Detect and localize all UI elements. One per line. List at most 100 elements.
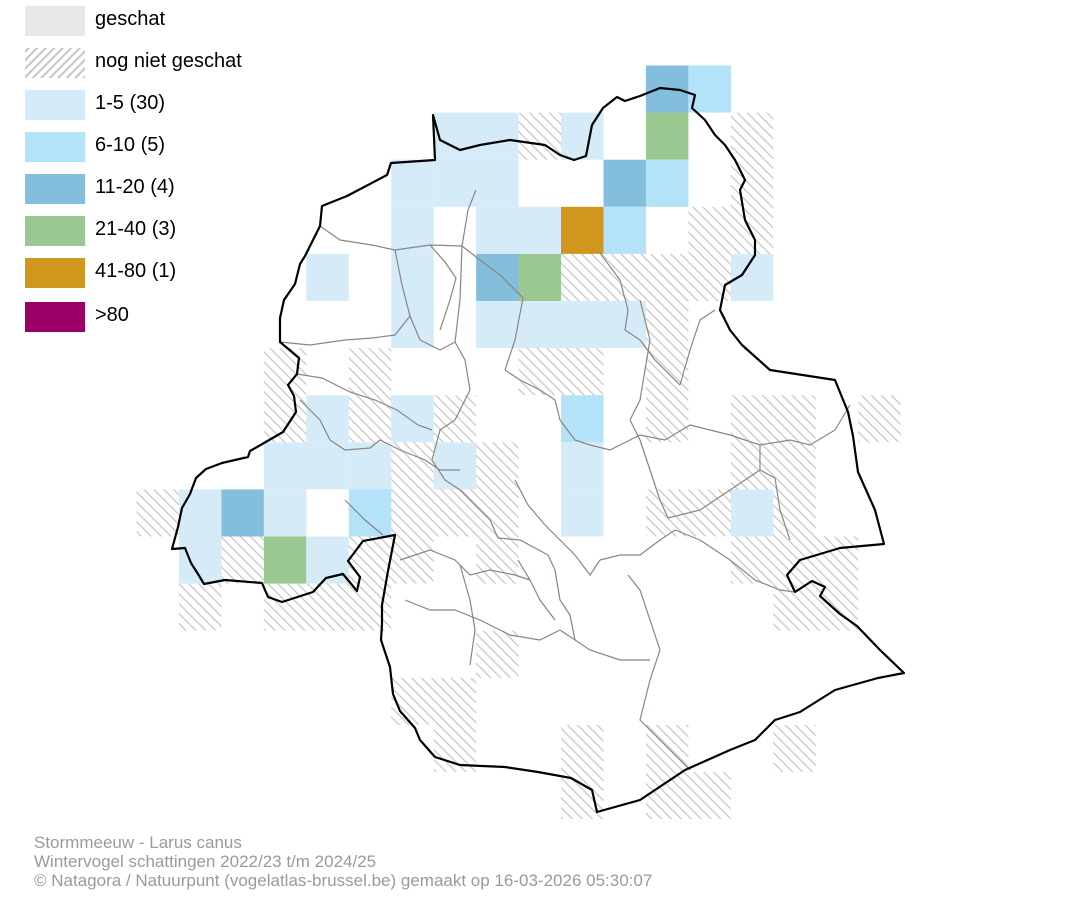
grid-cell-unestimated [391,677,434,725]
grid-cell-1-5 [391,206,434,254]
municipality-boundary [629,419,669,519]
grid-cell-1-5 [476,301,519,349]
map-caption: Stormmeeuw - Larus canus Wintervogel sch… [34,833,652,890]
grid-cell-unestimated [348,395,392,443]
grid-cell-unestimated [603,253,646,301]
grid-cell-1-5 [263,442,307,490]
grid-cells [136,65,901,820]
grid-cell-1-5 [476,112,519,160]
legend-label: nog niet geschat [95,50,242,72]
municipality-boundary [431,341,471,461]
municipality-boundary [689,404,851,446]
legend-item: 1-5 (30) [25,84,325,126]
legend-swatch [25,216,85,246]
grid-cell-unestimated [773,442,816,490]
grid-cell-unestimated [178,583,222,631]
grid-cell-1-5 [306,442,349,490]
grid-cell-unestimated [773,536,816,584]
legend-swatch [25,302,85,332]
municipality-boundary [319,189,477,251]
municipality-boundary [497,537,556,571]
municipality-boundary [299,399,381,451]
municipality-boundary [699,539,796,593]
grid-cell-1-5 [306,253,349,301]
municipality-boundary [629,299,651,421]
legend-label: 6-10 (5) [95,134,166,156]
municipality-boundary [431,459,499,539]
municipality-boundary [461,245,524,371]
grid-cell-unestimated [391,442,434,490]
municipality-boundary [599,529,701,561]
grid-cell-unestimated [730,442,774,490]
grid-cell-unestimated [476,536,519,584]
grid-cell-unestimated [730,395,774,443]
municipality-boundary [296,373,433,431]
legend-swatch [25,132,85,162]
legend-swatch [25,48,85,78]
grid-cell-6-10 [561,395,604,443]
grid-cell-6-10 [645,159,689,207]
grid-cell-1-5 [561,301,604,349]
grid-cell-unestimated [645,395,689,443]
legend-label: geschat [95,8,166,30]
grid-cell-unestimated [433,395,477,443]
municipality-boundary [429,244,457,331]
legend-label: 21-40 (3) [95,218,177,240]
grid-cell-unestimated [518,348,561,396]
grid-cell-1-5 [476,159,519,207]
grid-cell-1-5 [730,489,774,537]
grid-cell-1-5 [476,206,519,254]
grid-cell-unestimated [773,489,816,537]
grid-cell-unestimated [391,489,434,537]
grid-cell-21-40 [518,253,561,301]
grid-cell-1-5 [518,206,561,254]
grid-cell-1-5 [391,301,434,349]
grid-cell-unestimated [263,348,307,396]
grid-cell-unestimated [688,253,731,301]
grid-cell-unestimated [645,301,689,349]
municipality-boundary [514,479,601,577]
grid-cell-1-5 [306,536,349,584]
legend-label: 11-20 (4) [95,176,175,198]
municipality-boundaries [279,189,851,771]
grid-cell-6-10 [603,206,646,254]
legend-item: geschat [25,0,325,42]
grid-cell-unestimated [773,724,816,772]
grid-cell-21-40 [263,536,307,584]
municipality-boundary [599,252,681,386]
legend-swatch [25,6,85,36]
grid-cell-unestimated [221,536,264,584]
legend-item: nog niet geschat [25,42,325,84]
grid-cell-6-10 [688,65,731,113]
grid-cell-unestimated [348,536,392,584]
grid-cell-11-20 [476,253,519,301]
caption-credits: © Natagora / Natuurpunt (vogelatlas-brus… [34,871,653,890]
municipality-boundary [627,574,691,771]
grid-cell-unestimated [815,536,859,584]
grid-cell-1-5 [518,301,561,349]
municipality-boundary [404,599,561,641]
municipality-boundary [559,629,650,661]
legend-swatch [25,258,85,288]
grid-cell-unestimated [263,395,307,443]
grid-cell-unestimated [476,630,519,678]
grid-cell-unestimated [645,772,689,820]
grid-cell-unestimated [433,677,477,725]
grid-cell-unestimated [773,395,816,443]
grid-cell-unestimated [306,583,349,631]
caption-species: Stormmeeuw - Larus canus [34,833,242,852]
grid-cell-unestimated [136,489,179,537]
grid-cell-41-80 [561,206,604,254]
grid-cell-1-5 [178,489,222,537]
municipality-boundary [379,439,460,471]
grid-cell-1-5 [433,159,477,207]
municipality-boundary [759,445,791,541]
municipality-boundary [667,469,761,519]
legend-label: 1-5 (30) [95,92,166,114]
grid-cell-1-5 [391,159,434,207]
grid-cell-1-5 [561,489,604,537]
grid-cell-unestimated [730,206,774,254]
municipality-boundary [459,564,476,666]
legend-swatch [25,90,85,120]
